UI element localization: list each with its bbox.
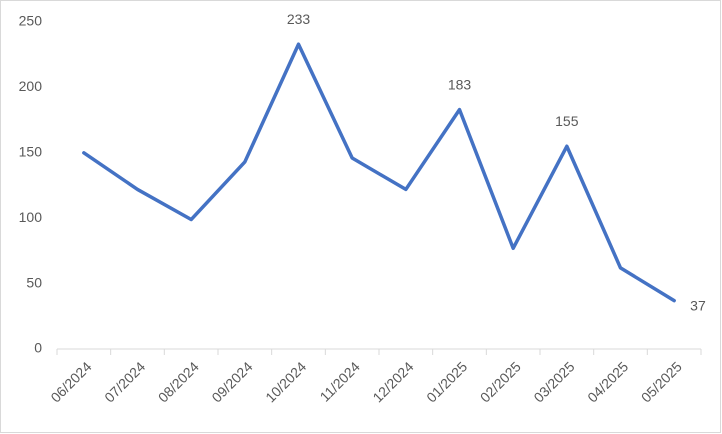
data-label: 183 (448, 76, 472, 92)
data-label: 233 (287, 11, 311, 27)
data-label: 155 (555, 113, 579, 129)
y-tick-label: 150 (19, 144, 43, 160)
data-label: 37 (690, 297, 706, 313)
y-tick-label: 0 (34, 340, 42, 356)
y-tick-label: 100 (19, 209, 43, 225)
y-tick-label: 200 (19, 78, 43, 94)
y-tick-label: 50 (26, 274, 42, 290)
y-tick-label: 250 (19, 13, 43, 29)
line (82, 42, 676, 303)
